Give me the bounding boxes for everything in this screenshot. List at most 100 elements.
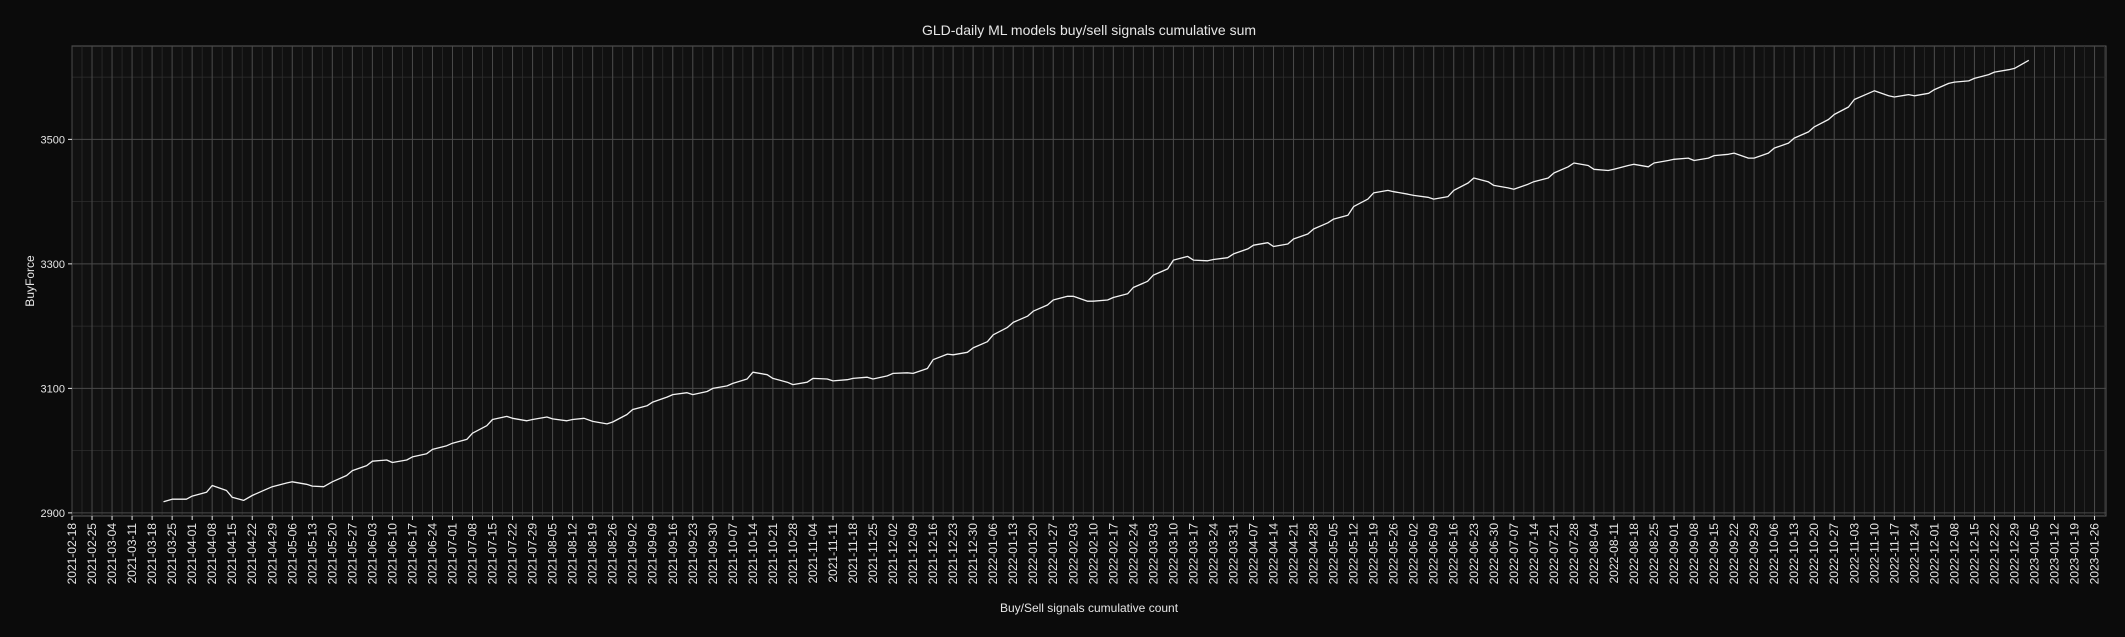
x-tick-label: 2022-11-17 xyxy=(1887,523,1901,584)
x-tick-label: 2021-03-04 xyxy=(105,523,119,585)
x-tick-label: 2021-10-14 xyxy=(746,523,760,585)
x-tick-label: 2021-12-09 xyxy=(906,523,920,585)
x-tick-label: 2022-12-01 xyxy=(1927,523,1941,585)
x-tick-label: 2021-05-06 xyxy=(285,523,299,585)
x-tick-label: 2021-11-04 xyxy=(806,523,820,584)
x-tick-label: 2021-03-25 xyxy=(165,523,179,585)
y-axis-label: BuyForce xyxy=(23,255,37,307)
x-tick-label: 2021-10-28 xyxy=(786,523,800,585)
x-tick-label: 2022-12-22 xyxy=(1987,523,2001,585)
x-tick-label: 2022-11-10 xyxy=(1867,523,1881,584)
x-tick-label: 2021-07-29 xyxy=(526,523,540,585)
y-tick-label: 3100 xyxy=(41,383,65,395)
x-tick-label: 2022-12-08 xyxy=(1947,523,1961,585)
x-tick-label: 2022-01-20 xyxy=(1026,523,1040,585)
x-tick-label: 2022-08-04 xyxy=(1587,523,1601,585)
x-tick-label: 2021-12-16 xyxy=(926,523,940,585)
x-tick-label: 2022-03-31 xyxy=(1226,523,1240,585)
x-tick-label: 2022-09-15 xyxy=(1707,523,1721,585)
grid-lines xyxy=(71,46,2106,516)
chart-title: GLD-daily ML models buy/sell signals cum… xyxy=(922,22,1256,38)
x-tick-label: 2022-09-22 xyxy=(1727,523,1741,585)
x-tick-label: 2022-05-05 xyxy=(1327,523,1341,585)
x-tick-label: 2022-10-20 xyxy=(1807,523,1821,585)
x-tick-label: 2022-09-01 xyxy=(1667,523,1681,585)
x-tick-label: 2022-05-19 xyxy=(1367,523,1381,585)
x-tick-label: 2021-04-29 xyxy=(265,523,279,585)
x-tick-label: 2021-11-25 xyxy=(866,523,880,584)
x-tick-label: 2021-04-01 xyxy=(185,523,199,585)
x-tick-label: 2021-09-09 xyxy=(646,523,660,585)
x-tick-label: 2021-07-01 xyxy=(445,523,459,585)
plot-panel xyxy=(71,45,2107,517)
x-tick-label: 2021-06-17 xyxy=(405,523,419,585)
x-tick-label: 2021-06-03 xyxy=(365,523,379,585)
x-tick-label: 2021-03-18 xyxy=(145,523,159,585)
y-axis: 2900 3100 3300 3500 xyxy=(41,134,72,520)
x-tick-label: 2021-04-08 xyxy=(205,523,219,585)
x-tick-label: 2021-09-23 xyxy=(686,523,700,585)
x-tick-label: 2021-08-12 xyxy=(566,523,580,585)
x-tick-label: 2021-04-22 xyxy=(245,523,259,585)
x-tick-label: 2021-06-24 xyxy=(425,523,439,585)
x-tick-label: 2022-11-24 xyxy=(1907,523,1921,584)
x-tick-label: 2021-10-21 xyxy=(766,523,780,585)
x-tick-label: 2022-04-21 xyxy=(1287,523,1301,585)
x-tick-label: 2022-06-23 xyxy=(1467,523,1481,585)
x-tick-label: 2021-07-22 xyxy=(506,523,520,585)
x-tick-label: 2021-06-10 xyxy=(385,523,399,585)
x-tick-label: 2022-03-10 xyxy=(1166,523,1180,585)
x-tick-label: 2021-02-18 xyxy=(65,523,79,585)
x-tick-label: 2022-07-28 xyxy=(1567,523,1581,585)
x-tick-label: 2022-04-28 xyxy=(1307,523,1321,585)
x-tick-label: 2022-01-13 xyxy=(1006,523,1020,585)
x-tick-label: 2021-08-05 xyxy=(546,523,560,585)
x-tick-label: 2021-12-23 xyxy=(946,523,960,585)
x-tick-label: 2022-08-18 xyxy=(1627,523,1641,585)
x-tick-label: 2021-08-26 xyxy=(606,523,620,585)
y-tick-label: 3300 xyxy=(41,259,65,271)
x-tick-label: 2022-04-14 xyxy=(1267,523,1281,585)
x-tick-label: 2022-10-06 xyxy=(1767,523,1781,585)
x-tick-label: 2022-10-13 xyxy=(1787,523,1801,585)
series-line xyxy=(163,59,2030,503)
x-tick-label: 2023-01-19 xyxy=(2068,523,2082,585)
x-tick-label: 2021-09-16 xyxy=(666,523,680,585)
x-tick-label: 2022-01-06 xyxy=(986,523,1000,585)
x-tick-label: 2022-08-25 xyxy=(1647,523,1661,585)
x-tick-label: 2022-07-07 xyxy=(1507,523,1521,585)
x-axis: 2021-02-18 2021-02-25 2021-03-04 2021-03-11… xyxy=(65,516,2102,584)
x-axis-label: Buy/Sell signals cumulative count xyxy=(1000,601,1179,615)
x-tick-label: 2021-09-02 xyxy=(626,523,640,585)
x-tick-label: 2022-06-16 xyxy=(1447,523,1461,585)
x-tick-label: 2022-05-26 xyxy=(1387,523,1401,585)
x-tick-label: 2022-06-02 xyxy=(1407,523,1421,585)
x-tick-label: 2022-07-14 xyxy=(1527,523,1541,585)
x-tick-label: 2023-01-05 xyxy=(2027,523,2041,585)
x-tick-label: 2021-11-18 xyxy=(846,523,860,584)
x-tick-label: 2022-12-15 xyxy=(1967,523,1981,585)
y-tick-label: 2900 xyxy=(41,508,65,520)
x-tick-label: 2021-07-08 xyxy=(466,523,480,585)
y-tick-label: 3500 xyxy=(41,134,65,146)
x-tick-label: 2021-02-25 xyxy=(85,523,99,585)
x-tick-label: 2022-02-10 xyxy=(1086,523,1100,585)
x-tick-label: 2022-04-07 xyxy=(1246,523,1260,585)
x-tick-label: 2021-12-30 xyxy=(966,523,980,585)
x-tick-label: 2021-05-20 xyxy=(325,523,339,585)
x-tick-label: 2022-09-08 xyxy=(1687,523,1701,585)
x-tick-label: 2022-06-30 xyxy=(1487,523,1501,585)
x-tick-label: 2022-02-17 xyxy=(1106,523,1120,585)
x-tick-label: 2021-10-07 xyxy=(726,523,740,585)
x-tick-label: 2021-04-15 xyxy=(225,523,239,585)
x-tick-label: 2022-08-11 xyxy=(1607,523,1621,584)
x-tick-label: 2021-08-19 xyxy=(586,523,600,585)
x-tick-label: 2022-02-24 xyxy=(1126,523,1140,585)
x-tick-label: 2022-07-21 xyxy=(1547,523,1561,585)
x-tick-label: 2023-01-26 xyxy=(2088,523,2102,585)
x-tick-label: 2021-11-11 xyxy=(826,523,840,583)
x-tick-label: 2023-01-12 xyxy=(2048,523,2062,585)
x-tick-label: 2022-03-24 xyxy=(1206,523,1220,585)
x-tick-label: 2022-02-03 xyxy=(1066,523,1080,585)
